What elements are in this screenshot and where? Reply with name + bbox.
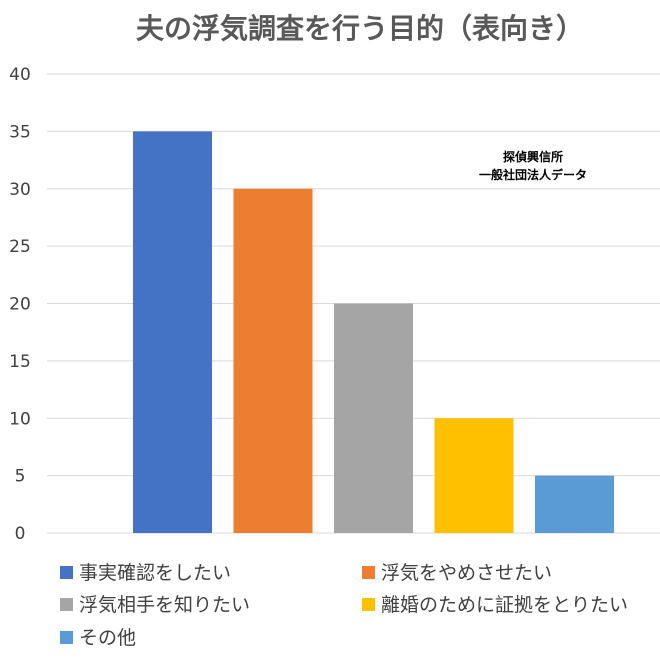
legend-swatch (60, 598, 73, 611)
y-tick-label: 0 (15, 524, 26, 544)
legend-swatch (362, 566, 375, 579)
y-tick-label: 10 (9, 409, 31, 429)
bar (133, 131, 212, 533)
bar (233, 188, 313, 533)
bar (334, 303, 413, 533)
y-axis: 0 5 10 15 20 25 30 35 40 (9, 65, 31, 544)
legend-swatch (60, 631, 73, 644)
legend-label: 離婚のために証拠をとりたい (381, 594, 628, 616)
chart-title: 夫の浮気調査を行う目的（表向き） (136, 12, 584, 45)
y-tick-label: 40 (9, 65, 31, 85)
legend-label: 浮気相手を知りたい (79, 594, 250, 616)
legend-label: その他 (79, 627, 136, 649)
y-tick-label: 25 (9, 237, 31, 257)
bar (434, 418, 514, 533)
legend-swatch (60, 566, 73, 579)
annotation-line-2: 一般社団法人データ (479, 167, 587, 182)
y-tick-label: 15 (9, 352, 31, 372)
legend-label: 事実確認をしたい (79, 562, 231, 584)
annotation-line-1: 探偵興信所 (503, 149, 563, 164)
y-tick-label: 5 (15, 467, 26, 487)
bar (535, 475, 614, 533)
y-tick-label: 30 (9, 180, 31, 200)
y-tick-label: 20 (9, 295, 31, 315)
legend-swatch (362, 598, 375, 611)
y-tick-label: 35 (9, 122, 31, 142)
bars (133, 131, 614, 533)
legend-label: 浮気をやめさせたい (381, 562, 552, 584)
